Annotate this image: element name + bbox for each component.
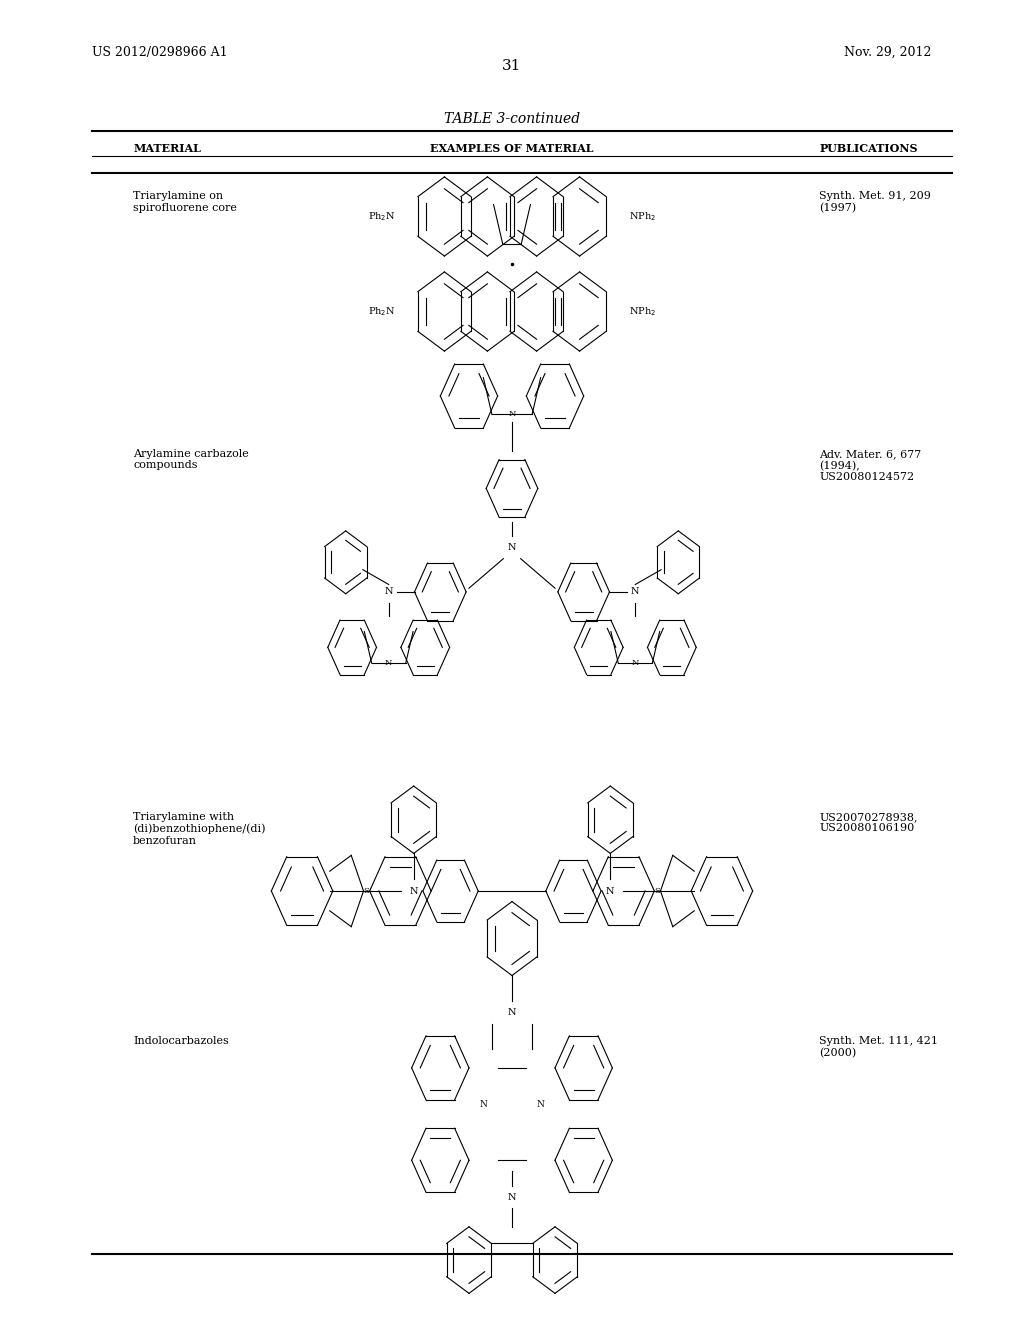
Text: N: N [384,587,393,597]
Text: Ph$_2$N: Ph$_2$N [368,210,395,223]
Text: N: N [508,1193,516,1201]
Text: EXAMPLES OF MATERIAL: EXAMPLES OF MATERIAL [430,143,594,153]
Text: US 2012/0298966 A1: US 2012/0298966 A1 [92,46,227,59]
Text: N: N [606,887,614,895]
Text: N: N [631,587,640,597]
Text: Synth. Met. 91, 209
(1997): Synth. Met. 91, 209 (1997) [819,191,931,214]
Text: N: N [508,543,516,552]
Text: US20070278938,
US20080106190: US20070278938, US20080106190 [819,812,918,833]
Text: N: N [385,659,392,667]
Text: Nov. 29, 2012: Nov. 29, 2012 [845,46,932,59]
Text: N: N [632,659,639,667]
Text: Ph$_2$N: Ph$_2$N [368,305,395,318]
Text: PUBLICATIONS: PUBLICATIONS [819,143,918,153]
Text: Indolocarbazoles: Indolocarbazoles [133,1036,229,1047]
Text: N: N [537,1101,545,1109]
Text: Arylamine carbazole
compounds: Arylamine carbazole compounds [133,449,249,470]
Text: NPh$_2$: NPh$_2$ [629,305,655,318]
Text: Triarylamine on
spirofluorene core: Triarylamine on spirofluorene core [133,191,237,213]
Text: Adv. Mater. 6, 677
(1994),
US20080124572: Adv. Mater. 6, 677 (1994), US20080124572 [819,449,922,482]
Text: N: N [410,887,418,895]
Text: S: S [654,887,660,895]
Text: S: S [364,887,370,895]
Text: TABLE 3-continued: TABLE 3-continued [444,112,580,127]
Text: 31: 31 [503,59,521,74]
Text: MATERIAL: MATERIAL [133,143,201,153]
Text: N: N [508,1008,516,1016]
Text: NPh$_2$: NPh$_2$ [629,210,655,223]
Text: Triarylamine with
(di)benzothiophene/(di)
benzofuran: Triarylamine with (di)benzothiophene/(di… [133,812,265,846]
Text: Synth. Met. 111, 421
(2000): Synth. Met. 111, 421 (2000) [819,1036,938,1059]
Text: N: N [479,1101,487,1109]
Text: N: N [508,411,516,418]
